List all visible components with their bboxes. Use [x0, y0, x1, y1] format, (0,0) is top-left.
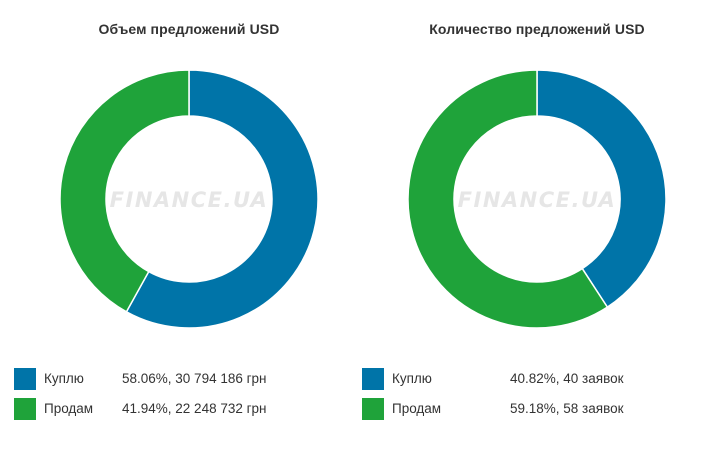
volume-chart-panel: Объем предложений USD FINANCE.UA Куплю 5… — [14, 0, 364, 450]
donut-slice-sell[interactable] — [407, 69, 609, 329]
volume-chart-legend: Куплю 58.06%, 30 794 186 грн Продам 41.9… — [14, 368, 364, 428]
donut-slice-buy[interactable] — [536, 69, 667, 309]
legend-swatch-sell — [362, 398, 384, 420]
volume-donut-chart: FINANCE.UA — [59, 69, 319, 329]
legend-value-buy: 40.82%, 40 заявок — [510, 371, 624, 386]
legend-swatch-buy — [14, 368, 36, 390]
legend-swatch-sell — [14, 398, 36, 420]
legend-value-sell: 41.94%, 22 248 732 грн — [122, 401, 267, 416]
legend-swatch-buy — [362, 368, 384, 390]
legend-label-sell: Продам — [44, 401, 94, 416]
donut-slice-sell[interactable] — [59, 69, 190, 313]
legend-item-buy: Куплю 40.82%, 40 заявок — [362, 368, 712, 398]
finance-ua-watermark: FINANCE.UA — [110, 188, 269, 212]
legend-label-buy: Куплю — [44, 371, 84, 386]
legend-label-sell: Продам — [392, 401, 442, 416]
donut-slice-buy[interactable] — [125, 69, 319, 329]
legend-item-sell: Продам 41.94%, 22 248 732 грн — [14, 398, 364, 428]
legend-item-sell: Продам 59.18%, 58 заявок — [362, 398, 712, 428]
legend-item-buy: Куплю 58.06%, 30 794 186 грн — [14, 368, 364, 398]
legend-value-buy: 58.06%, 30 794 186 грн — [122, 371, 267, 386]
volume-chart-title: Объем предложений USD — [98, 21, 280, 37]
legend-label-buy: Куплю — [392, 371, 432, 386]
legend-value-sell: 59.18%, 58 заявок — [510, 401, 624, 416]
count-chart-legend: Куплю 40.82%, 40 заявок Продам 59.18%, 5… — [362, 368, 712, 428]
count-chart-panel: Количество предложений USD FINANCE.UA Ку… — [362, 0, 712, 450]
finance-ua-watermark: FINANCE.UA — [458, 188, 617, 212]
count-donut-chart: FINANCE.UA — [407, 69, 667, 329]
count-chart-title: Количество предложений USD — [429, 21, 645, 37]
